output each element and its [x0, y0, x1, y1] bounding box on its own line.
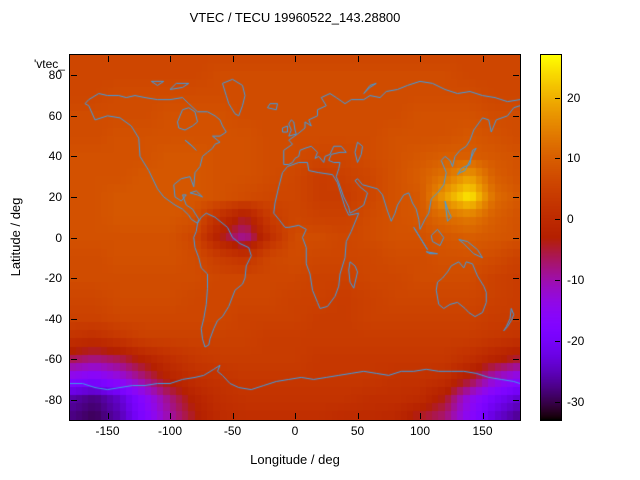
y-tick-mark — [513, 278, 519, 280]
y-tick-mark — [513, 156, 519, 158]
x-tick-mark — [295, 413, 296, 419]
x-tick-label: 150 — [472, 424, 493, 438]
x-tick-mark — [357, 56, 359, 62]
y-tick-label: -20 — [44, 271, 62, 286]
colorbar-tick-label: 20 — [567, 90, 581, 105]
y-tick-mark — [71, 75, 77, 77]
x-tick-mark — [295, 56, 296, 62]
x-tick-mark — [482, 56, 484, 62]
colorbar — [540, 54, 562, 421]
y-tick-mark — [71, 237, 77, 239]
y-tick-mark — [513, 115, 519, 117]
y-tick-label: -80 — [44, 392, 62, 407]
y-tick-label: 60 — [48, 108, 62, 123]
x-tick-label: 100 — [409, 424, 431, 438]
y-tick-label: 0 — [55, 230, 62, 245]
x-tick-mark — [107, 56, 109, 62]
y-tick-label: 20 — [48, 189, 62, 204]
colorbar-tick-mark — [555, 280, 560, 282]
colorbar-tick-label: -20 — [567, 333, 585, 348]
colorbar-tick-mark — [555, 158, 560, 160]
colorbar-canvas — [541, 55, 561, 420]
y-tick-mark — [513, 75, 519, 77]
y-tick-mark — [71, 359, 77, 361]
vtec-heatmap-canvas — [70, 55, 520, 420]
y-tick-label: -60 — [44, 352, 62, 367]
y-tick-mark — [513, 196, 519, 198]
y-tick-mark — [513, 399, 519, 401]
map-plot-area — [69, 54, 521, 421]
x-tick-label: 50 — [350, 424, 365, 438]
y-tick-mark — [71, 115, 77, 117]
x-tick-label: 0 — [291, 424, 299, 438]
y-tick-mark — [513, 237, 519, 239]
x-tick-mark — [170, 413, 171, 419]
x-tick-mark — [420, 56, 421, 62]
colorbar-tick-mark — [555, 219, 560, 221]
colorbar-tick-label: 0 — [567, 212, 574, 227]
x-tick-label: -150 — [95, 424, 120, 438]
x-tick-mark — [170, 56, 171, 62]
x-tick-mark — [482, 413, 484, 419]
y-tick-mark — [71, 399, 77, 401]
y-tick-label: 80 — [48, 68, 62, 83]
y-tick-label: -40 — [44, 311, 62, 326]
x-tick-label: -50 — [223, 424, 242, 438]
y-tick-label: 40 — [48, 149, 62, 164]
y-tick-mark — [71, 196, 77, 198]
y-tick-mark — [71, 156, 77, 158]
x-tick-mark — [232, 56, 234, 62]
colorbar-tick-mark — [555, 340, 560, 342]
y-tick-mark — [71, 318, 77, 320]
x-tick-mark — [232, 413, 234, 419]
colorbar-tick-mark — [555, 401, 560, 403]
y-tick-mark — [513, 318, 519, 320]
x-axis-label: Longitude / deg — [250, 452, 340, 467]
colorbar-tick-label: -30 — [567, 394, 585, 409]
x-tick-mark — [420, 413, 421, 419]
y-tick-mark — [513, 359, 519, 361]
x-tick-mark — [357, 413, 359, 419]
plot-key-label: 'vtec_ — [34, 57, 65, 71]
colorbar-tick-label: -10 — [567, 273, 585, 288]
x-tick-label: -100 — [157, 424, 183, 438]
plot-title: VTEC / TECU 19960522_143.28800 — [189, 10, 401, 25]
colorbar-tick-mark — [555, 97, 560, 99]
y-tick-mark — [71, 278, 77, 280]
x-tick-mark — [107, 413, 109, 419]
colorbar-tick-label: 10 — [567, 151, 581, 166]
